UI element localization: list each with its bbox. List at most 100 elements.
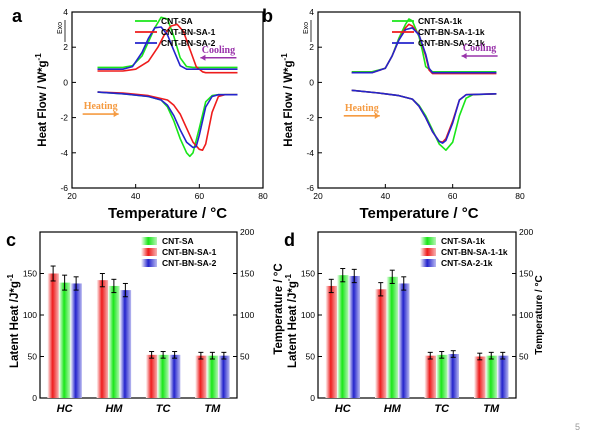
plot-frame bbox=[71, 11, 264, 189]
y2-tick-label: 50 bbox=[519, 352, 529, 362]
series-line-4 bbox=[97, 91, 238, 151]
category-label: TM bbox=[204, 403, 221, 415]
category-label: HM bbox=[384, 403, 402, 415]
y-tick-label: -6 bbox=[60, 183, 68, 193]
x-tick-label: 20 bbox=[313, 191, 323, 201]
x-tick-label: 40 bbox=[131, 191, 141, 201]
legend-swatch bbox=[420, 237, 436, 245]
y-tick-label: 0 bbox=[310, 393, 315, 403]
bar bbox=[108, 285, 120, 398]
legend-swatch bbox=[141, 259, 157, 267]
series-line-3 bbox=[351, 89, 497, 151]
bar bbox=[447, 354, 459, 398]
x-axis-label: Temperature / °C bbox=[359, 205, 478, 222]
annotation-label: Cooling bbox=[463, 43, 496, 54]
x-tick-label: 80 bbox=[258, 191, 268, 201]
series-line-2 bbox=[97, 26, 238, 70]
bar bbox=[96, 280, 109, 398]
legend-swatch bbox=[141, 237, 157, 245]
bar bbox=[47, 273, 59, 398]
annotation-label: Cooling bbox=[202, 45, 235, 56]
legend-label: CNT-SA-1k bbox=[441, 236, 485, 246]
series-line-5 bbox=[351, 89, 497, 144]
panel-letter: a bbox=[12, 6, 23, 26]
y-tick-label: 2 bbox=[309, 42, 314, 52]
x-tick-label: 60 bbox=[448, 191, 458, 201]
legend-label: CNT-BN-SA-2 bbox=[162, 258, 217, 268]
y-tick-label: 0 bbox=[32, 393, 37, 403]
legend-label: CNT-BN-SA-1-1k bbox=[441, 247, 508, 257]
category-label: HC bbox=[57, 403, 74, 415]
bar bbox=[436, 354, 448, 398]
bar bbox=[485, 355, 497, 398]
legend-label: CNT-SA bbox=[162, 236, 194, 246]
legend-label: CNT-SA-2-1k bbox=[441, 258, 493, 268]
y-axis-label-sup: -1 bbox=[284, 273, 293, 281]
legend-swatch bbox=[141, 248, 157, 256]
y2-tick-label: 150 bbox=[240, 269, 254, 279]
panel-c: c 0 50 100 150 50 100 150 200 Latent Heat /J*g-1 H… bbox=[6, 227, 254, 415]
bar bbox=[474, 356, 486, 398]
legend-swatch bbox=[420, 248, 436, 256]
bar bbox=[386, 276, 398, 398]
legend-label: CNT-BN-SA-1 bbox=[162, 247, 217, 257]
y-axis-label: Heat Flow / W*g-1 bbox=[34, 53, 49, 147]
y-tick-label: 0 bbox=[63, 77, 68, 87]
legend-label: CNT-BN-SA-1 bbox=[161, 27, 216, 37]
exo-label: Exo bbox=[303, 22, 310, 34]
y-tick-label: 100 bbox=[301, 310, 315, 320]
annotation-label: Heating bbox=[84, 101, 118, 112]
panel-b: b 20 40 60 80 -6 -4 -2 0 2 4 Temperature / °C Heat F… bbox=[262, 6, 525, 222]
y2-tick-label: 150 bbox=[519, 269, 533, 279]
bar bbox=[157, 354, 169, 398]
bar bbox=[58, 282, 71, 398]
page-number: 5 bbox=[575, 422, 580, 432]
panel-letter: c bbox=[6, 230, 16, 250]
y2-axis-label: Temperature / °C bbox=[534, 275, 545, 354]
y-axis-label-sup: -1 bbox=[34, 53, 43, 61]
y2-tick-label: 200 bbox=[519, 227, 533, 237]
bar bbox=[145, 354, 158, 398]
y-tick-label: -2 bbox=[306, 113, 314, 123]
x-axis-label: Temperature / °C bbox=[108, 205, 227, 222]
bar bbox=[206, 355, 219, 398]
bar bbox=[375, 289, 387, 398]
panel-letter: b bbox=[262, 6, 273, 26]
category-label: HC bbox=[335, 403, 352, 415]
y-tick-label: 150 bbox=[301, 269, 315, 279]
bar bbox=[325, 285, 337, 398]
legend-label: CNT-BN-SA-2 bbox=[161, 38, 216, 48]
y-tick-label: 4 bbox=[309, 7, 314, 17]
annotation-arrowhead bbox=[374, 112, 380, 119]
y-tick-label: 150 bbox=[23, 269, 37, 279]
y-tick-label: -6 bbox=[306, 183, 314, 193]
bar bbox=[119, 290, 132, 398]
exo-label: Exo bbox=[57, 22, 64, 34]
x-tick-label: 20 bbox=[67, 191, 77, 201]
y-tick-label: 2 bbox=[63, 42, 68, 52]
y-tick-label: 50 bbox=[306, 352, 316, 362]
legend-label: CNT-SA bbox=[161, 16, 193, 26]
y2-tick-label: 50 bbox=[240, 352, 250, 362]
panel-letter: d bbox=[284, 230, 295, 250]
y-tick-label: -4 bbox=[306, 148, 314, 158]
y-axis-label: Heat Flow / W*g-1 bbox=[280, 53, 295, 147]
x-tick-label: 40 bbox=[381, 191, 391, 201]
y-axis-label-overlay: Temperature / °C bbox=[273, 263, 285, 354]
y-tick-label: 50 bbox=[28, 352, 38, 362]
annotation-label: Heating bbox=[345, 103, 379, 114]
bar bbox=[497, 355, 509, 398]
series-line-5 bbox=[97, 91, 238, 149]
annotation-arrowhead bbox=[113, 111, 119, 118]
bar bbox=[398, 283, 410, 398]
y-axis-label-sup: -1 bbox=[6, 273, 15, 281]
legend-label: CNT-BN-SA-1-1k bbox=[418, 27, 485, 37]
y2-tick-label: 100 bbox=[240, 310, 254, 320]
y2-tick-label: 200 bbox=[240, 227, 254, 237]
y-tick-label: 100 bbox=[23, 310, 37, 320]
x-tick-label: 60 bbox=[195, 191, 205, 201]
y-axis-label: Latent Heat /J*g-1 bbox=[284, 273, 299, 368]
bar bbox=[70, 283, 82, 398]
bar bbox=[424, 355, 436, 398]
